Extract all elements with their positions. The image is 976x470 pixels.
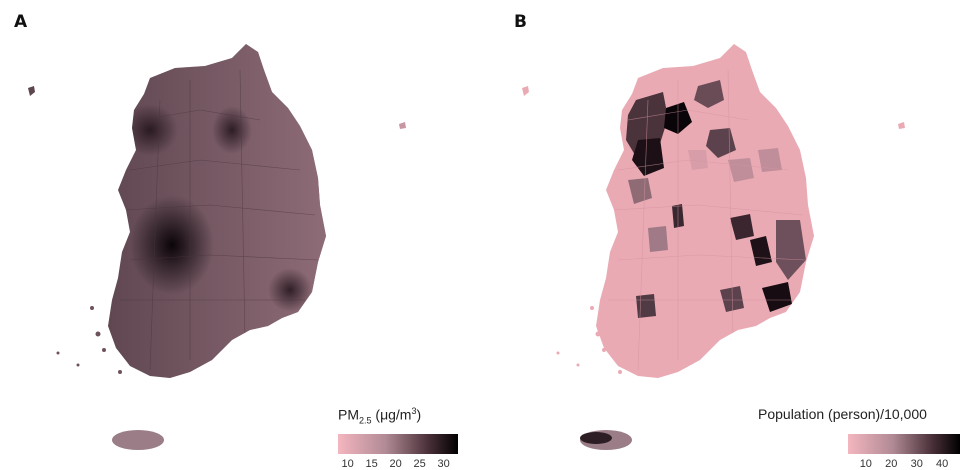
island-a-west [28,86,35,96]
legend-tick [942,454,944,458]
legend-a-ticks [338,454,458,460]
legend-tick [916,454,918,458]
panel-a: A [0,0,488,470]
legend-tick-label: 10 [859,458,872,470]
legend-b-title: Population (person)/10,000 [758,406,927,422]
island-a-east [399,122,406,129]
island-b-west [522,86,529,96]
legend-tick [891,454,893,458]
legend-a-title: PM2.5 (μg/m3) [338,406,421,425]
legend-tick-label: 30 [910,458,923,470]
panel-b: B [488,0,976,470]
jeju-b [580,430,632,450]
peninsula-b [596,44,814,378]
panel-letter-a: A [14,12,28,32]
population-map [522,44,905,450]
legend-a-title-unit-open: (μg/m [371,406,412,423]
panel-letter-b: B [514,12,527,32]
legend-tick [865,454,867,458]
pm25-map [28,44,406,450]
legend-b-ticks [848,454,960,460]
islands-b-southwest [556,306,622,374]
legend-tick-label: 30 [437,458,450,470]
legend-a-title-unit-close: ) [416,406,422,423]
legend-tick-label: 40 [936,458,949,470]
legend-tick [419,454,421,458]
islands-a-southwest [56,306,122,374]
peninsula-a [108,44,326,378]
legend-tick-label: 25 [413,458,426,470]
legend-b-colorbar [848,434,960,454]
legend-a-title-unit-sup: 3 [411,406,417,416]
legend-tick-label: 15 [365,458,378,470]
legend-tick-label: 20 [389,458,402,470]
legend-a-title-main: PM [338,406,359,423]
legend-a-title-sub: 2.5 [359,415,372,426]
population-districts [626,80,806,318]
legend-tick-label: 10 [341,458,354,470]
jeju-a [112,430,164,450]
legend-tick [443,454,445,458]
legend-tick [395,454,397,458]
island-b-east [898,122,905,129]
legend-a-colorbar [338,434,458,454]
legend-tick-label: 20 [885,458,898,470]
legend-tick [371,454,373,458]
legend-tick [347,454,349,458]
